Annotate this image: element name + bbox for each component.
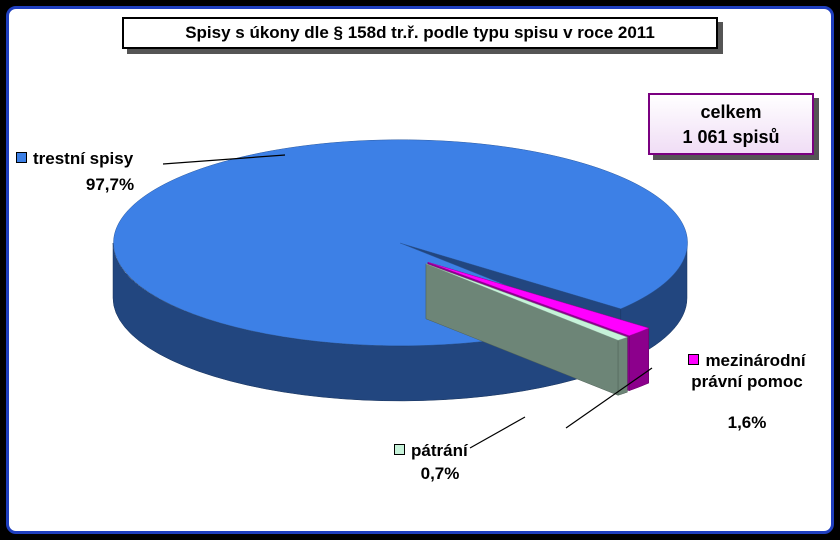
slice xyxy=(427,262,650,336)
annotation-line: 1 061 spisů xyxy=(682,127,780,147)
category-label: mezinárodní právní pomoc xyxy=(691,351,806,391)
category-label: pátrání xyxy=(411,441,468,460)
data-label: mezinárodní právní pomoc xyxy=(662,350,832,392)
legend-marker xyxy=(688,354,700,365)
annotation-line: celkem xyxy=(700,102,762,122)
legend-marker xyxy=(394,444,405,455)
data-label: pátrání xyxy=(394,440,484,461)
chart-title: Spisy s úkony dle § 158d tr.ř. podle typ… xyxy=(122,17,718,49)
category-label: trestní spisy xyxy=(33,149,134,168)
value-label: 97,7% xyxy=(85,175,135,194)
leader-line xyxy=(469,416,526,449)
leader-line xyxy=(565,367,653,429)
value-label: 0,7% xyxy=(420,464,460,483)
slice xyxy=(113,139,688,347)
legend-marker xyxy=(16,152,27,163)
value-label: 1,6% xyxy=(727,413,767,432)
leader-line xyxy=(162,154,286,165)
slice xyxy=(425,263,629,341)
annotation: celkem 1 061 spisů xyxy=(648,93,814,155)
data-label: trestní spisy xyxy=(16,148,186,169)
